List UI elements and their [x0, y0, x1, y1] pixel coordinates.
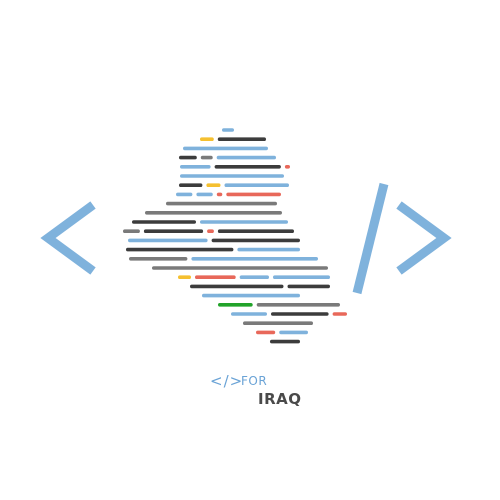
code-line-segment — [180, 165, 211, 169]
code-line-segment — [123, 229, 140, 233]
code-glyph-icon: </> — [210, 372, 244, 390]
code-line-segment — [145, 211, 282, 215]
code-line-segment — [196, 192, 213, 197]
code-line-segment — [180, 174, 284, 178]
code-line-segment — [222, 128, 234, 132]
code-line-segment — [237, 247, 300, 252]
code-line-segment — [200, 155, 213, 160]
code-line-segment — [256, 303, 340, 307]
code-line-segment — [217, 137, 266, 141]
code-line-segment — [183, 146, 268, 151]
code-line-segment — [166, 201, 277, 206]
angle-bracket-right-icon — [396, 201, 452, 275]
code-line-segment — [226, 192, 281, 197]
iraq-map-code-lines — [123, 128, 347, 344]
code-line-segment — [224, 183, 289, 187]
code-line-segment — [284, 165, 290, 169]
code-line-segment — [271, 312, 329, 316]
code-line-segment — [200, 220, 288, 224]
code-line-segment — [195, 275, 236, 279]
angle-bracket-left-icon — [40, 201, 96, 275]
code-line-segment — [129, 257, 188, 261]
code-line-segment — [143, 229, 204, 233]
code-line-segment — [231, 312, 267, 316]
code-line-segment — [179, 183, 203, 187]
code-line-segment — [126, 247, 234, 252]
code-line-segment — [128, 238, 208, 243]
code-line-segment — [206, 183, 221, 187]
code-line-segment — [190, 284, 284, 289]
code-line-segment — [216, 192, 223, 197]
code-line-segment — [216, 155, 276, 160]
code-line-segment — [176, 192, 193, 197]
code-line-segment — [214, 165, 281, 169]
code-line-segment — [273, 275, 330, 279]
code-line-segment — [256, 330, 276, 335]
code-line-segment — [270, 339, 300, 344]
code-line-segment — [132, 220, 196, 224]
code-line-segment — [218, 303, 253, 307]
code-line-segment — [207, 229, 214, 233]
code-line-segment — [243, 321, 313, 325]
brand-name-text: IRAQ — [258, 390, 302, 408]
code-line-segment — [287, 284, 330, 289]
forward-slash-icon — [352, 182, 389, 295]
code-line-segment — [211, 238, 300, 243]
code-line-segment — [200, 137, 214, 141]
code-line-segment — [332, 312, 347, 316]
code-line-segment — [191, 257, 318, 261]
code-line-segment — [202, 293, 300, 298]
code-line-segment — [179, 155, 197, 160]
code-line-segment — [279, 330, 308, 335]
code-line-segment — [239, 275, 269, 279]
brand-for-text: FOR — [241, 374, 268, 388]
brand-logo: </> FOR IRAQ — [210, 372, 320, 412]
code-line-segment — [152, 266, 328, 270]
code-line-segment — [217, 229, 294, 233]
code-line-segment — [178, 275, 191, 279]
